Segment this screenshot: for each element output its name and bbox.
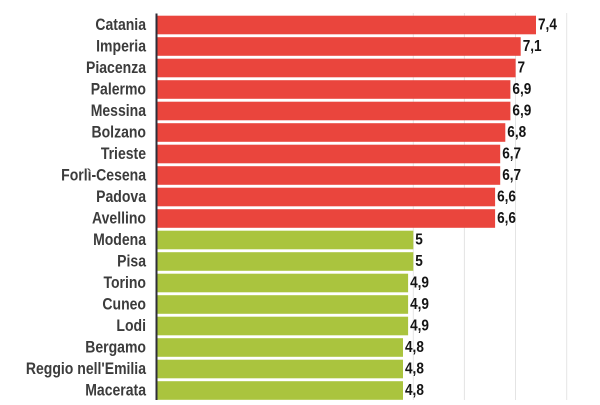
svg-text:Bergamo: Bergamo [85,338,146,356]
svg-text:6,9: 6,9 [512,102,531,119]
svg-text:7,1: 7,1 [523,38,542,55]
svg-text:5: 5 [415,231,423,248]
svg-text:Avellino: Avellino [92,209,146,227]
svg-text:6,7: 6,7 [502,167,521,184]
svg-text:Imperia: Imperia [96,37,146,55]
svg-text:6,6: 6,6 [497,210,516,227]
svg-text:Cuneo: Cuneo [102,295,146,313]
svg-text:4,9: 4,9 [410,296,429,313]
svg-text:Reggio nell'Emilia: Reggio nell'Emilia [26,360,147,378]
svg-text:Forlì-Cesena: Forlì-Cesena [61,166,146,184]
svg-text:4,9: 4,9 [410,274,429,291]
svg-text:Lodi: Lodi [116,317,146,335]
svg-text:4,8: 4,8 [405,360,424,377]
svg-text:Bolzano: Bolzano [92,123,146,141]
svg-text:6,9: 6,9 [512,81,531,98]
svg-text:Catania: Catania [95,16,146,34]
svg-text:Modena: Modena [93,231,146,249]
svg-text:5: 5 [415,253,423,270]
svg-text:Padova: Padova [96,188,146,206]
svg-text:6,7: 6,7 [502,145,521,162]
svg-text:4,8: 4,8 [405,382,424,399]
svg-text:Piacenza: Piacenza [86,59,146,77]
svg-text:6,8: 6,8 [507,124,526,141]
svg-text:Palermo: Palermo [91,80,146,98]
svg-text:Torino: Torino [103,274,146,292]
svg-text:6,6: 6,6 [497,188,516,205]
svg-text:4,8: 4,8 [405,339,424,356]
svg-text:7,4: 7,4 [538,16,558,33]
svg-text:7: 7 [518,59,526,76]
svg-text:4,9: 4,9 [410,317,429,334]
svg-text:Pisa: Pisa [117,252,146,270]
svg-text:Macerata: Macerata [85,381,146,399]
svg-text:Messina: Messina [91,102,147,120]
svg-text:Trieste: Trieste [101,145,146,163]
